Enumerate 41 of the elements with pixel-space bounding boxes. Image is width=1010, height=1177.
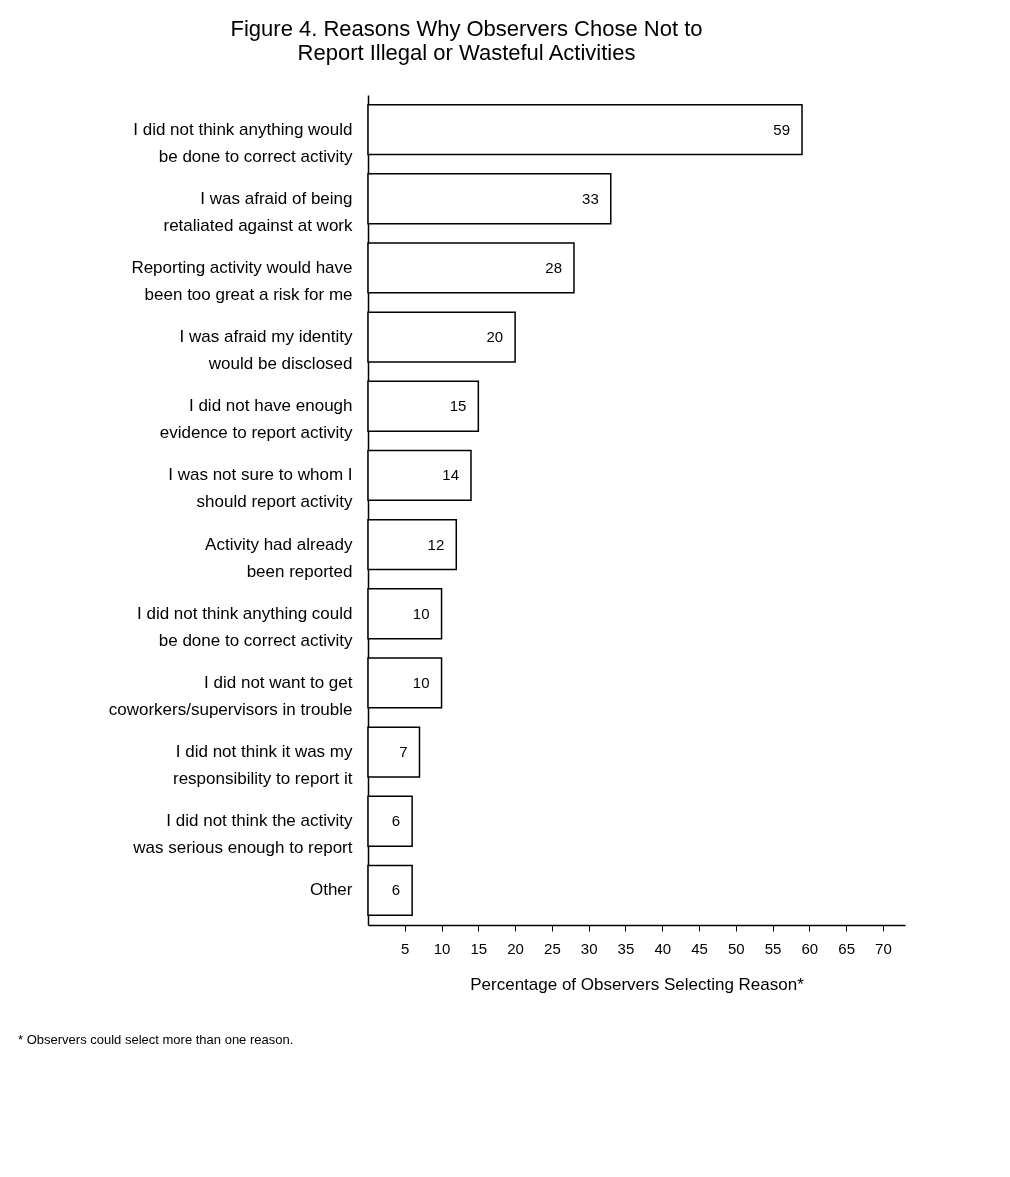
x-axis-title: Percentage of Observers Selecting Reason* <box>470 974 805 994</box>
data-label: 33 <box>582 189 599 207</box>
y-tick-label: Reporting activity would have been too great a risk for me <box>131 257 353 304</box>
y-tick-label: I did not think anything would be done to correct activity <box>133 119 353 166</box>
x-tick-label: 20 <box>507 939 524 957</box>
y-tick-label: I was afraid my identity would be disclosed <box>179 327 353 374</box>
x-tick-label: 15 <box>470 939 488 957</box>
x-tick-label: 35 <box>617 939 635 957</box>
y-tick-label: I did not think the activity was serious enough to report <box>132 811 353 858</box>
data-label: 12 <box>427 535 445 553</box>
data-label: 6 <box>391 812 401 830</box>
data-label: 28 <box>545 258 562 276</box>
data-label: 10 <box>412 673 430 691</box>
x-tick-label: 10 <box>433 939 451 957</box>
x-tick-label: 30 <box>580 939 598 957</box>
x-tick-label: 70 <box>875 939 892 957</box>
data-label: 14 <box>442 466 459 484</box>
y-tick-label: I was afraid of being retaliated against at work <box>163 188 353 235</box>
x-tick-label: 40 <box>654 939 672 957</box>
x-tick-label: 5 <box>401 939 410 957</box>
y-tick-label: I did not have enough evidence to report activity <box>159 396 353 443</box>
data-label: 15 <box>449 397 467 415</box>
text: * Observers could select more than one reason. <box>18 1032 294 1047</box>
data-label: 20 <box>486 328 504 346</box>
x-tick-label: 55 <box>764 939 782 957</box>
y-tick-label: I did not think anything could be done to correct activity <box>137 603 353 650</box>
data-label: 59 <box>773 120 791 138</box>
y-tick-label: I did not think it was my responsibility to report it <box>172 742 353 789</box>
y-tick-label: Other <box>309 880 353 900</box>
x-tick-label: 25 <box>544 939 561 957</box>
x-tick-label: 60 <box>801 939 819 957</box>
data-label: 10 <box>412 604 430 622</box>
chart-title: Figure 4. Reasons Why Observers Chose Not to Report Illegal or Wasteful Activities <box>230 16 703 65</box>
y-tick-label: I did not want to get coworkers/supervisors in trouble <box>108 672 353 719</box>
y-tick-label: I was not sure to whom I should report activity <box>168 465 353 512</box>
data-label: 6 <box>391 881 401 899</box>
data-label: 7 <box>399 743 408 761</box>
y-tick-label: Activity had already been reported <box>205 534 353 581</box>
x-tick-label: 45 <box>691 939 708 957</box>
x-tick-label: 65 <box>838 939 855 957</box>
x-tick-label: 50 <box>727 939 745 957</box>
